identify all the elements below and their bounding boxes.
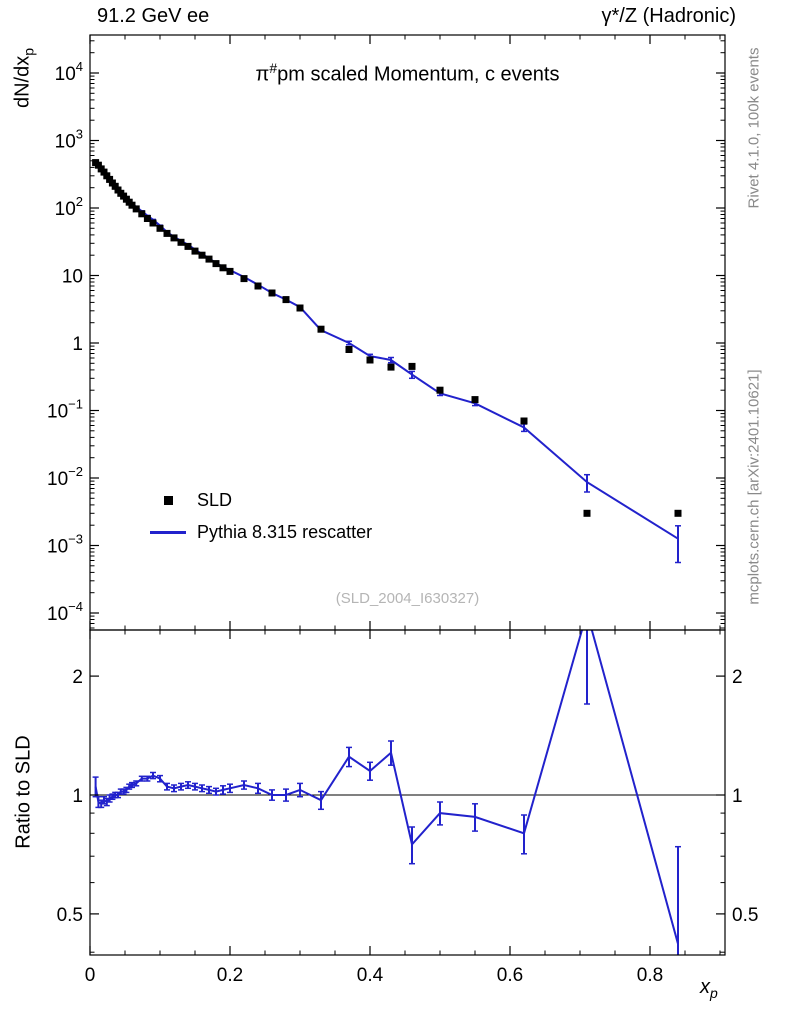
svg-text:10−2: 10−2 (47, 464, 83, 490)
svg-text:0.5: 0.5 (732, 905, 758, 926)
legend: SLD Pythia 8.315 rescatter (148, 484, 372, 548)
plot-title-rest: pm scaled Momentum, c events (277, 63, 560, 86)
svg-text:2: 2 (72, 667, 83, 688)
plot-title-sup: # (269, 60, 278, 76)
legend-label-pythia: Pythia 8.315 rescatter (197, 521, 373, 542)
legend-item-pythia: Pythia 8.315 rescatter (148, 516, 372, 548)
pythia-line-symbol (148, 530, 188, 534)
main-y-axis-title-text: dN/dx (11, 55, 34, 109)
plot-title-pi: π (255, 63, 270, 86)
svg-text:10−3: 10−3 (47, 532, 83, 558)
x-axis-title: xp (700, 976, 718, 1001)
ratio-y-axis-title: Ratio to SLD (12, 735, 35, 849)
svg-text:10: 10 (62, 267, 83, 288)
svg-text:103: 103 (55, 127, 83, 153)
pythia-line-icon (150, 530, 186, 534)
x-axis-title-text: x (700, 976, 710, 998)
svg-text:0: 0 (85, 965, 96, 986)
svg-text:1: 1 (72, 334, 83, 355)
beam-energy-label: 91.2 GeV ee (97, 5, 210, 27)
plot-title: π#pm scaled Momentum, c events (90, 60, 725, 87)
x-axis-title-sub: p (710, 985, 718, 1001)
svg-text:0.8: 0.8 (637, 965, 663, 986)
svg-text:0.6: 0.6 (497, 965, 523, 986)
legend-item-sld: SLD (148, 484, 372, 516)
sld-square-icon (163, 495, 173, 505)
svg-text:0.2: 0.2 (217, 965, 243, 986)
svg-text:10−1: 10−1 (47, 397, 83, 423)
svg-text:1: 1 (72, 786, 83, 807)
rivet-version-label: Rivet 4.1.0, 100k events (745, 47, 763, 209)
svg-text:102: 102 (55, 194, 83, 220)
svg-text:0.5: 0.5 (57, 905, 83, 926)
legend-label-sld: SLD (197, 489, 233, 510)
svg-text:2: 2 (732, 667, 743, 688)
main-y-axis-title-sub: p (20, 47, 37, 56)
svg-text:1: 1 (732, 786, 743, 807)
svg-text:104: 104 (55, 59, 83, 85)
mcplots-credit-label: mcplots.cern.ch [arXiv:2401.10621] (745, 369, 763, 605)
sld-marker-symbol (148, 495, 188, 505)
svg-text:0.4: 0.4 (357, 965, 384, 986)
main-y-axis-title: dN/dxp (12, 48, 37, 108)
analysis-watermark: (SLD_2004_I630327) (335, 590, 480, 607)
process-label: γ*/Z (Hadronic) (601, 5, 736, 27)
svg-text:10−4: 10−4 (47, 599, 83, 625)
